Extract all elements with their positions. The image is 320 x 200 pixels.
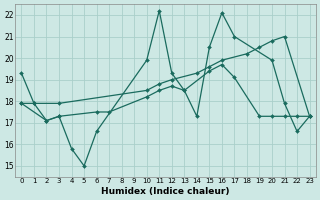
X-axis label: Humidex (Indice chaleur): Humidex (Indice chaleur) (101, 187, 230, 196)
